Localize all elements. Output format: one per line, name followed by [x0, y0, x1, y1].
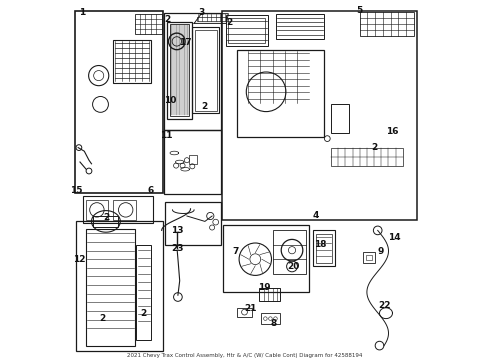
Text: 2: 2 [102, 213, 109, 222]
Bar [222, 11, 416, 220]
Text: 6: 6 [147, 186, 154, 195]
Text: 12: 12 [73, 255, 86, 264]
Bar [366, 255, 371, 260]
Text: 16: 16 [385, 127, 398, 136]
Bar [86, 200, 107, 220]
Bar [192, 27, 219, 113]
Bar [194, 30, 217, 111]
Text: 3: 3 [198, 8, 204, 17]
Bar [258, 288, 280, 301]
Bar [260, 313, 280, 324]
Bar [189, 155, 197, 164]
Bar [164, 13, 221, 130]
Bar [225, 15, 267, 46]
Bar [223, 225, 309, 292]
Bar [113, 40, 151, 83]
Bar [86, 229, 134, 346]
Bar [276, 14, 323, 39]
Bar [237, 50, 323, 137]
Text: 2021 Chevy Trax Control Assembly, Htr & A/C (W/ Cable Cont) Diagram for 42588194: 2021 Chevy Trax Control Assembly, Htr & … [126, 353, 362, 358]
Text: 7: 7 [232, 248, 238, 256]
Bar [228, 18, 265, 43]
Text: 2: 2 [140, 309, 146, 318]
Bar [165, 202, 221, 245]
Text: 15: 15 [70, 186, 82, 195]
Text: 13: 13 [171, 226, 183, 235]
Bar [197, 17, 225, 21]
Bar [315, 234, 331, 263]
Text: 20: 20 [286, 262, 299, 271]
Text: 4: 4 [312, 211, 318, 220]
Text: 8: 8 [270, 320, 276, 328]
Bar [113, 200, 136, 220]
Bar [134, 14, 162, 34]
Bar [164, 130, 221, 194]
Bar [167, 22, 192, 119]
Text: 22: 22 [378, 301, 390, 310]
Bar [237, 308, 252, 317]
Text: 18: 18 [313, 240, 325, 249]
Bar [312, 230, 334, 266]
Text: 11: 11 [160, 130, 172, 139]
Text: 2: 2 [163, 15, 170, 24]
Bar [170, 24, 189, 116]
Text: 2: 2 [201, 102, 207, 111]
Bar [93, 216, 118, 227]
Text: 2: 2 [99, 314, 105, 323]
Bar [75, 11, 163, 193]
Bar [330, 148, 402, 166]
Text: 10: 10 [164, 96, 177, 105]
Text: 9: 9 [376, 248, 383, 256]
Text: 14: 14 [387, 233, 399, 242]
Bar [136, 245, 151, 340]
Text: 17: 17 [179, 38, 191, 47]
Bar [83, 196, 152, 223]
Text: 2: 2 [370, 143, 376, 152]
Text: 1: 1 [79, 8, 85, 17]
Bar [76, 221, 163, 351]
Bar [363, 252, 374, 263]
Text: 5: 5 [356, 5, 362, 14]
Text: 21: 21 [244, 304, 257, 313]
Bar [359, 12, 413, 36]
Text: 2: 2 [226, 18, 232, 27]
Bar [330, 104, 348, 133]
Bar [273, 230, 305, 274]
Text: 23: 23 [171, 244, 183, 253]
Text: 19: 19 [258, 284, 270, 292]
